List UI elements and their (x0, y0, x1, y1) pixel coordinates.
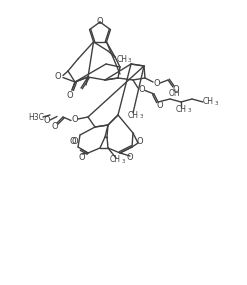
Text: CH: CH (127, 111, 139, 119)
Text: OH: OH (168, 89, 180, 99)
Text: H3C: H3C (28, 113, 44, 122)
Text: 3: 3 (122, 159, 125, 164)
Text: O: O (71, 115, 78, 125)
Text: O: O (55, 72, 61, 81)
Text: O: O (137, 137, 143, 146)
Text: CH: CH (176, 105, 186, 113)
Text: O: O (127, 154, 133, 162)
Text: CH: CH (203, 97, 213, 107)
Text: O: O (97, 17, 103, 27)
Text: 3: 3 (214, 101, 218, 106)
Text: O: O (67, 91, 73, 99)
Text: 3: 3 (140, 114, 143, 119)
Text: O: O (43, 116, 50, 125)
Text: 3: 3 (188, 108, 191, 113)
Text: 3: 3 (128, 58, 131, 63)
Text: O: O (173, 86, 179, 95)
Text: O: O (70, 137, 76, 146)
Text: O: O (79, 152, 85, 162)
Text: O: O (72, 137, 78, 146)
Text: O: O (138, 86, 145, 95)
Text: O: O (157, 101, 163, 109)
Text: CH: CH (109, 156, 121, 164)
Text: O: O (154, 78, 160, 87)
Text: CH: CH (117, 54, 127, 64)
Text: O: O (52, 122, 58, 131)
